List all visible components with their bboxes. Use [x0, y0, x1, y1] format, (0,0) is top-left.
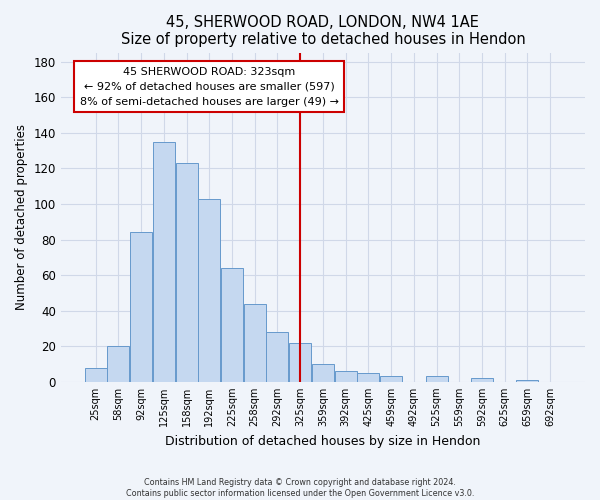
- Bar: [107, 346, 130, 382]
- X-axis label: Distribution of detached houses by size in Hendon: Distribution of detached houses by size …: [165, 434, 481, 448]
- Bar: [266, 332, 289, 382]
- Text: 45 SHERWOOD ROAD: 323sqm
← 92% of detached houses are smaller (597)
8% of semi-d: 45 SHERWOOD ROAD: 323sqm ← 92% of detach…: [80, 67, 339, 106]
- Bar: [380, 376, 402, 382]
- Bar: [358, 373, 379, 382]
- Bar: [289, 342, 311, 382]
- Bar: [335, 371, 356, 382]
- Bar: [244, 304, 266, 382]
- Bar: [425, 376, 448, 382]
- Bar: [471, 378, 493, 382]
- Title: 45, SHERWOOD ROAD, LONDON, NW4 1AE
Size of property relative to detached houses : 45, SHERWOOD ROAD, LONDON, NW4 1AE Size …: [121, 15, 525, 48]
- Bar: [221, 268, 243, 382]
- Bar: [517, 380, 538, 382]
- Bar: [198, 198, 220, 382]
- Bar: [312, 364, 334, 382]
- Bar: [153, 142, 175, 382]
- Bar: [176, 163, 197, 382]
- Y-axis label: Number of detached properties: Number of detached properties: [15, 124, 28, 310]
- Text: Contains HM Land Registry data © Crown copyright and database right 2024.
Contai: Contains HM Land Registry data © Crown c…: [126, 478, 474, 498]
- Bar: [130, 232, 152, 382]
- Bar: [85, 368, 107, 382]
